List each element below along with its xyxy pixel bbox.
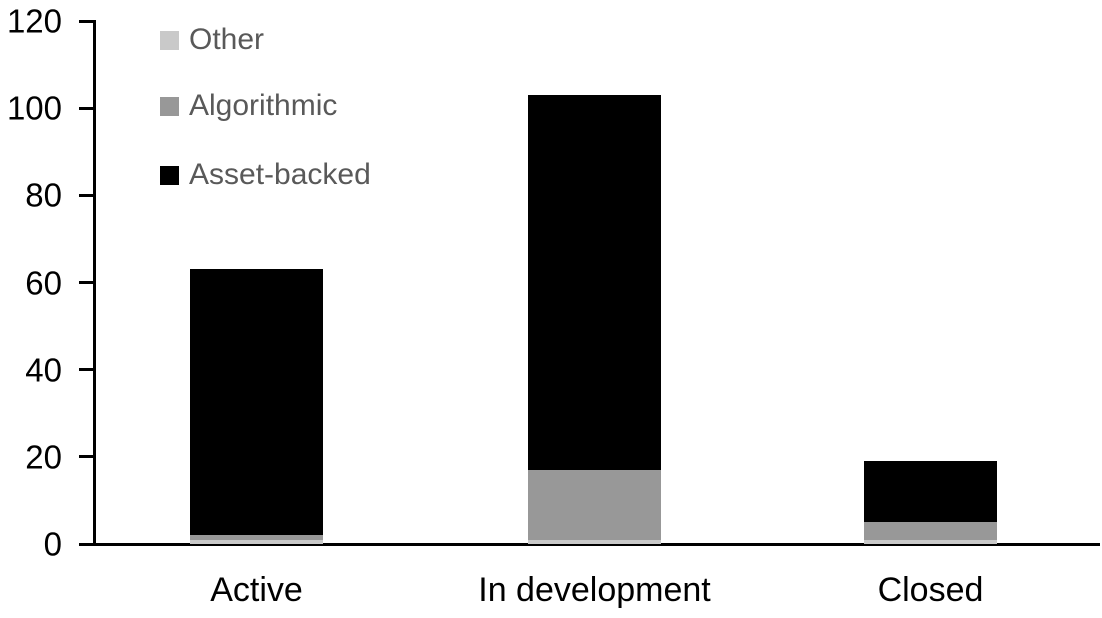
legend-item-other: Other: [160, 25, 264, 55]
y-tick-mark: [79, 193, 94, 197]
y-tick-label: 20: [25, 438, 62, 476]
legend-item-algorithmic: Algorithmic: [160, 91, 337, 121]
y-tick-mark: [79, 368, 94, 372]
y-tick-mark: [79, 455, 94, 459]
bar-segment-active-other: [190, 539, 323, 544]
y-tick-mark: [79, 19, 94, 23]
legend-label: Asset-backed: [189, 158, 371, 191]
x-axis-label-closed: Closed: [877, 571, 984, 609]
x-axis-line: [93, 543, 1100, 546]
y-tick-label: 120: [6, 2, 62, 40]
y-tick-label: 60: [25, 264, 62, 301]
legend-label: Other: [189, 23, 265, 56]
y-axis-line: [93, 20, 96, 546]
x-axis-label-in-development: In development: [478, 571, 711, 609]
x-axis-label-active: Active: [210, 571, 303, 609]
y-tick-mark: [79, 542, 94, 546]
legend-item-asset-backed: Asset-backed: [160, 160, 371, 190]
bar-segment-in-development-other: [528, 539, 661, 544]
bar-segment-in-development-algorithmic: [528, 469, 661, 544]
y-tick-label: 40: [25, 351, 62, 389]
bar-segment-closed-algorithmic: [864, 522, 997, 544]
legend-swatch-icon: [160, 30, 179, 50]
bar-segment-active-asset-backed: [190, 269, 323, 544]
y-tick-label: 0: [43, 525, 62, 563]
y-tick-mark: [79, 106, 94, 110]
y-tick-mark: [79, 281, 94, 284]
legend-swatch-icon: [160, 96, 179, 116]
y-tick-label: 100: [6, 89, 62, 127]
bar-segment-in-development-asset-backed: [528, 95, 661, 544]
bar-segment-closed-other: [864, 539, 997, 544]
legend-swatch-icon: [160, 165, 179, 185]
y-tick-label: 80: [25, 176, 62, 214]
bar-segment-active-algorithmic: [190, 535, 323, 544]
legend-label: Algorithmic: [189, 89, 338, 122]
